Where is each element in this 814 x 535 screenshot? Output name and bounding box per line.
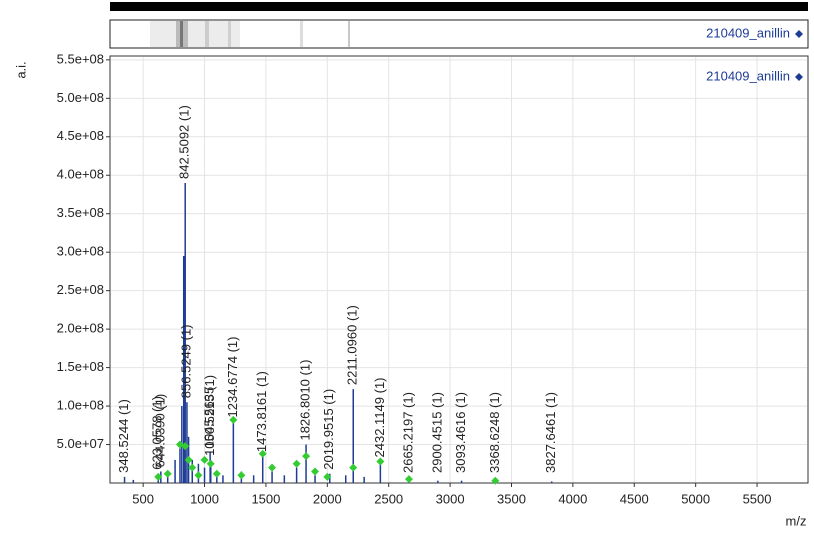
x-tick-label: 1000 bbox=[190, 491, 219, 506]
x-tick-label: 3500 bbox=[497, 491, 526, 506]
x-tick-label: 3000 bbox=[436, 491, 465, 506]
y-tick-label: 5.0e+07 bbox=[57, 436, 104, 451]
gel-strip bbox=[110, 20, 808, 48]
x-axis-label: m/z bbox=[786, 513, 807, 528]
y-tick-label: 4.0e+08 bbox=[57, 167, 104, 182]
x-tick-label: 4000 bbox=[558, 491, 587, 506]
peak-label: 1826.8010 (1) bbox=[297, 360, 312, 441]
peak-label: 856.5249 (1) bbox=[178, 324, 193, 398]
peak-label: 3827.6461 (1) bbox=[543, 392, 558, 473]
peak-label: 2432.1149 (1) bbox=[372, 377, 387, 457]
y-tick-label: 5.5e+08 bbox=[57, 51, 104, 66]
y-tick-label: 2.5e+08 bbox=[57, 282, 104, 297]
peak-label: 644.0390 (1) bbox=[152, 394, 167, 468]
chart: 210409_anillin a.i. m/z 500 1000 1500 2000 2… bbox=[0, 0, 814, 535]
peak-label: 348.5244 (1) bbox=[116, 399, 131, 473]
y-tick-label: 4.5e+08 bbox=[57, 128, 104, 143]
x-tick-label: 2000 bbox=[313, 491, 342, 506]
strip-label: 210409_anillin bbox=[706, 25, 790, 40]
y-tick-label: 1.0e+08 bbox=[57, 398, 104, 413]
x-tick-label: 5000 bbox=[681, 491, 710, 506]
y-tick-label: 3.0e+08 bbox=[57, 244, 104, 259]
y-tick-label: 3.5e+08 bbox=[57, 205, 104, 220]
peak-label: 1473.8161 (1) bbox=[254, 371, 269, 452]
peak-label: 3368.6248 (1) bbox=[487, 392, 502, 473]
peak-label: 2900.4515 (1) bbox=[429, 392, 444, 473]
peak-label: 3093.4616 (1) bbox=[453, 392, 468, 473]
peak-label: 2211.0960 (1) bbox=[345, 305, 360, 385]
y-tick-label: 1.5e+08 bbox=[57, 359, 104, 374]
x-tick-label: 1500 bbox=[251, 491, 280, 506]
x-tick-label: 5500 bbox=[743, 491, 772, 506]
x-tick-label: 4500 bbox=[620, 491, 649, 506]
legend-label: 210409_anillin bbox=[706, 68, 790, 83]
peak-label: 2019.9515 (1) bbox=[321, 389, 336, 470]
peak-label: 2665.2197 (1) bbox=[400, 392, 415, 473]
peak-label: 1234.6774 (1) bbox=[225, 336, 240, 417]
y-tick-label: 2.0e+08 bbox=[57, 321, 104, 336]
x-tick-label: 2500 bbox=[374, 491, 403, 506]
y-tick-label: 5.0e+08 bbox=[57, 90, 104, 105]
y-axis-label: a.i. bbox=[13, 61, 28, 78]
peak-label: 1050.5215 (1) bbox=[202, 375, 217, 456]
top-bar bbox=[110, 2, 808, 11]
x-tick-label: 500 bbox=[132, 491, 154, 506]
peak-label: 842.5092 (1) bbox=[177, 105, 192, 179]
